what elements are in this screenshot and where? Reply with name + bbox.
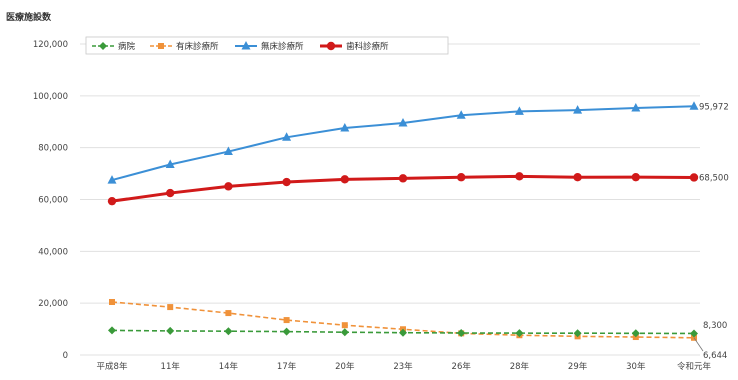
legend-label: 病院: [118, 41, 136, 52]
data-point: [109, 299, 115, 305]
x-tick-label: 28年: [510, 361, 530, 372]
x-tick-label: 23年: [393, 361, 413, 372]
legend-label: 歯科診療所: [346, 41, 389, 52]
x-tick-label: 17年: [277, 361, 297, 372]
end-label: 6,644: [703, 351, 727, 361]
data-point: [283, 328, 291, 336]
end-label: 68,500: [699, 173, 729, 183]
data-point: [342, 322, 348, 328]
x-axis-ticks: 平成8年 11年 14年 17年 20年 23年 26年 28年 29年 30年 令和元年: [97, 361, 712, 372]
x-tick-label: 29年: [568, 361, 588, 372]
series-group: [108, 101, 699, 341]
leader-line: [694, 338, 703, 351]
x-tick-label: 30年: [626, 361, 646, 372]
end-label: 95,972: [699, 102, 729, 112]
data-point: [573, 173, 581, 181]
y-tick-label: 120,000: [33, 40, 68, 50]
end-labels: 95,972 68,500 8,300 6,644: [694, 102, 729, 361]
data-point: [282, 178, 290, 186]
x-tick-label: 11年: [161, 361, 181, 372]
y-tick-label: 100,000: [33, 92, 68, 102]
y-tick-label: 20,000: [38, 299, 68, 309]
y-axis-label: 医療施設数: [6, 11, 52, 23]
data-point: [457, 173, 465, 181]
y-tick-label: 0: [63, 351, 68, 361]
data-point: [515, 172, 523, 180]
x-tick-label: 14年: [219, 361, 239, 372]
end-label: 8,300: [703, 321, 727, 331]
data-point: [224, 327, 232, 335]
x-tick-label: 26年: [452, 361, 472, 372]
data-point: [341, 175, 349, 183]
x-tick-label: 20年: [335, 361, 355, 372]
legend: 病院 有床診療所 無床診療所 歯科診療所: [86, 37, 448, 54]
data-point: [224, 182, 232, 190]
data-point: [108, 197, 116, 205]
series-歯科診療所: [108, 172, 698, 205]
data-point: [327, 42, 335, 50]
data-point: [399, 174, 407, 182]
data-point: [167, 304, 173, 310]
data-point: [166, 189, 174, 197]
x-tick-label: 平成8年: [97, 361, 128, 372]
data-point: [158, 43, 164, 49]
series-無床診療所: [108, 101, 699, 183]
y-tick-label: 80,000: [38, 144, 68, 154]
data-point: [108, 326, 116, 334]
y-tick-label: 60,000: [38, 196, 68, 206]
data-point: [225, 310, 231, 316]
data-point: [166, 327, 174, 335]
data-point: [341, 328, 349, 336]
data-point: [284, 317, 290, 323]
x-tick-label: 令和元年: [677, 361, 712, 372]
series-line: [112, 106, 694, 180]
legend-label: 有床診療所: [176, 41, 219, 52]
y-axis-ticks: 0 20,000 40,000 60,000 80,000 100,000 120,000: [33, 40, 68, 361]
data-point: [632, 173, 640, 181]
data-point: [690, 173, 698, 181]
legend-label: 無床診療所: [261, 41, 304, 52]
y-tick-label: 40,000: [38, 247, 68, 257]
